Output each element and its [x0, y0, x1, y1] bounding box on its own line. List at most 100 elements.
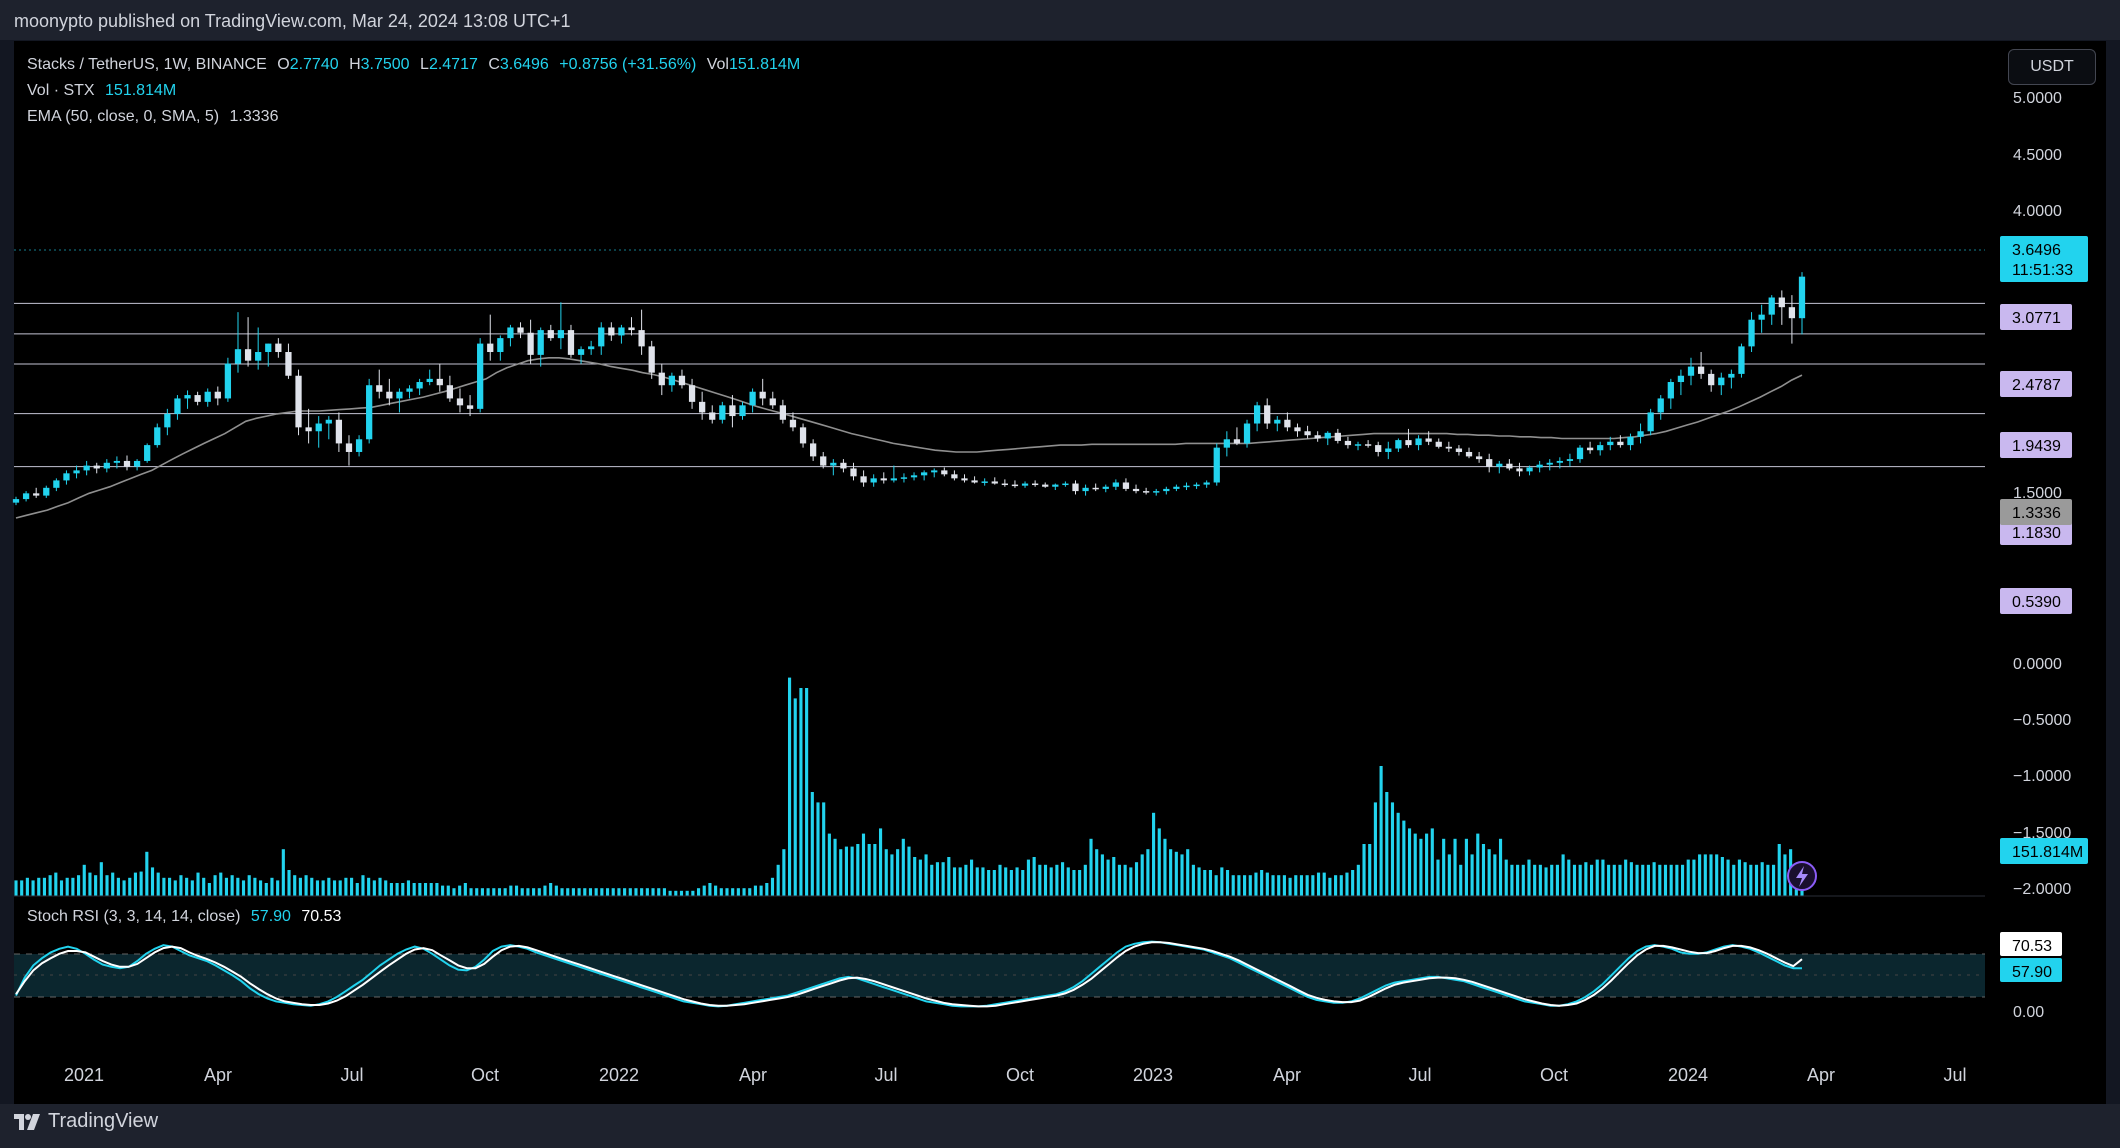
candle-body: [1455, 448, 1463, 452]
volume-bar: [378, 877, 382, 896]
symbol-legend: Stacks / TetherUS, 1W, BINANCE O2.7740 H…: [27, 52, 806, 130]
candle-body: [386, 391, 393, 399]
volume-bar: [1612, 864, 1616, 896]
volume-bar: [532, 888, 536, 896]
volume-bar: [1368, 844, 1372, 896]
level-badge-text: 2.4787: [2012, 377, 2061, 394]
volume-bar: [1140, 854, 1144, 896]
volume-bar: [332, 880, 337, 896]
volume-bar: [361, 875, 365, 896]
volume-bar: [139, 871, 143, 896]
candle-body: [1627, 436, 1634, 446]
tradingview-logo[interactable]: TradingView: [14, 1110, 158, 1133]
volume-bar: [1624, 859, 1628, 896]
high-label: H: [349, 56, 361, 73]
candle-body: [73, 470, 80, 474]
candle-body: [406, 388, 413, 392]
stoch-rsi-legend[interactable]: Stoch RSI (3, 3, 14, 14, close) 57.90 70…: [27, 908, 341, 926]
volume-bar: [543, 885, 547, 896]
candle-body: [1425, 438, 1432, 442]
volume-bar: [1288, 877, 1292, 896]
candle-body: [699, 401, 706, 413]
candle-body: [1243, 423, 1251, 444]
volume-bar: [1362, 844, 1366, 896]
volume-bar: [1720, 857, 1724, 896]
volume-bar: [793, 698, 797, 896]
volume-bar: [520, 888, 524, 896]
volume-bar: [958, 867, 962, 896]
volume-bar: [1186, 849, 1190, 896]
volume-bar: [1783, 854, 1787, 896]
candle-body: [900, 477, 908, 479]
volume-bar: [964, 864, 968, 896]
candle-body: [890, 478, 897, 481]
candle-body: [769, 398, 776, 406]
candle-body: [1102, 486, 1109, 489]
candle-body: [719, 405, 726, 420]
candle-body: [1597, 445, 1604, 451]
candle-body: [557, 330, 565, 339]
level-badge-text: 1.9439: [2012, 438, 2061, 455]
currency-button[interactable]: USDT: [2008, 49, 2096, 85]
volume-bar: [588, 888, 593, 896]
volume-bar: [776, 864, 780, 896]
volume-bar: [651, 888, 655, 896]
candle-body: [608, 327, 615, 336]
volume-bar: [1129, 867, 1133, 896]
time-tick-label: Apr: [1273, 1065, 1301, 1085]
price-tick-label: −1.0000: [2013, 768, 2071, 785]
volume-bar: [1305, 875, 1309, 896]
candle-body: [325, 419, 332, 424]
stoch-k-badge: 57.90: [2000, 958, 2062, 982]
legend-volume-row[interactable]: Vol · STX 151.814M: [27, 78, 806, 104]
candle-body: [1697, 366, 1705, 374]
candle-body: [1183, 485, 1190, 488]
candle-body: [1617, 441, 1624, 446]
volume-bar: [1550, 864, 1554, 896]
volume-bar: [122, 880, 126, 896]
volume-bar: [270, 877, 274, 896]
candle-body: [1233, 439, 1241, 444]
lightning-icon[interactable]: [1787, 861, 1817, 891]
volume-bar: [1345, 872, 1349, 896]
candle-body: [870, 478, 877, 483]
volume-bar: [998, 864, 1002, 896]
candle-body: [416, 382, 423, 389]
candle-body: [1314, 435, 1321, 439]
candle-body: [1586, 447, 1594, 451]
volume-bar: [1527, 859, 1531, 896]
volume-bar: [640, 888, 644, 896]
volume-bar: [1225, 870, 1230, 896]
volume-bar: [1351, 870, 1355, 896]
volume-bar: [1407, 828, 1412, 896]
volume-bar: [458, 885, 462, 896]
candle-body: [1344, 440, 1352, 446]
candle-body: [850, 468, 857, 477]
candle-body: [759, 391, 766, 399]
stoch-rsi-pane: [14, 940, 1985, 1008]
volume-bar: [600, 888, 604, 896]
volume-bar: [674, 890, 678, 896]
volume-bar: [1766, 864, 1770, 896]
candle-body: [335, 419, 343, 444]
time-tick-label: Jul: [340, 1065, 363, 1085]
volume-bar: [298, 877, 302, 896]
level-badge-bg: [2000, 371, 2072, 397]
symbol-title[interactable]: Stacks / TetherUS, 1W, BINANCE: [27, 56, 267, 73]
legend-ema-row[interactable]: EMA (50, close, 0, SMA, 5) 1.3336: [27, 104, 806, 130]
candle-body: [1203, 482, 1210, 485]
candle-body: [1294, 427, 1301, 432]
time-tick-label: 2021: [64, 1065, 104, 1085]
chart-frame[interactable]: [14, 41, 2106, 1104]
candle-body: [1112, 482, 1119, 487]
volume-bar: [787, 677, 792, 896]
tradingview-brand: TradingView: [48, 1110, 159, 1132]
stoch-d-badge: 70.53: [2000, 932, 2062, 956]
candle-body: [779, 405, 786, 420]
volume-bar: [992, 870, 996, 896]
volume-bar: [1726, 859, 1730, 896]
volume-bar: [1146, 849, 1150, 896]
candles: [12, 272, 1806, 506]
candle-body: [507, 327, 514, 339]
